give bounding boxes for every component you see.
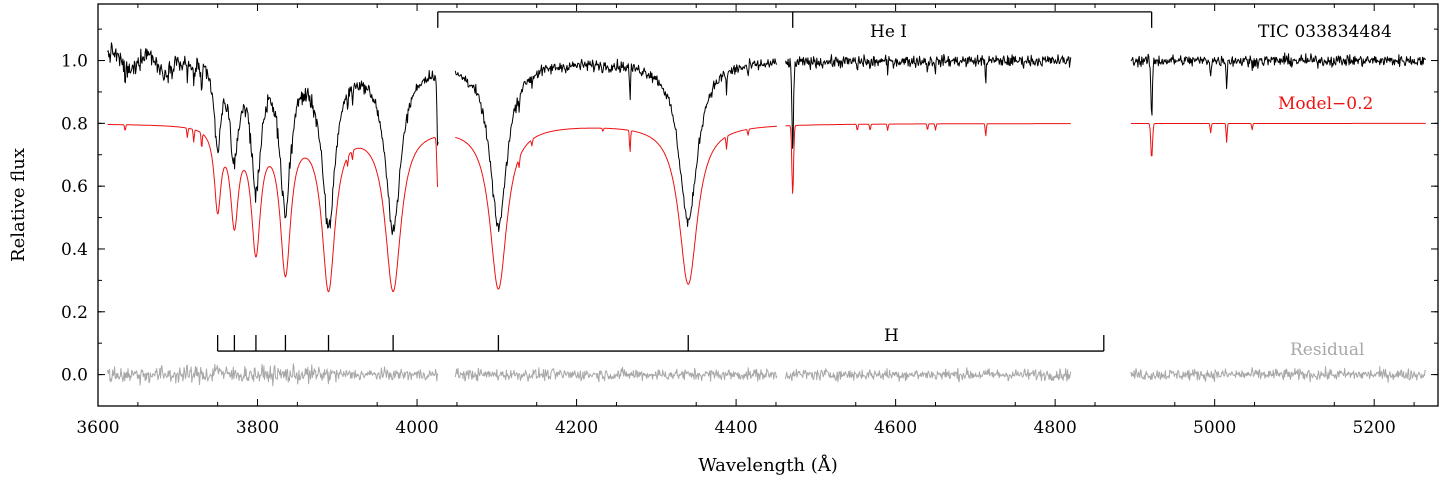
model-label: Model−0.2 xyxy=(1278,94,1373,114)
residual-spectrum-line-group xyxy=(107,363,1427,387)
x-axis-title: Wavelength (Å) xyxy=(698,454,838,476)
model-spectrum-line xyxy=(107,124,439,293)
x-tick-label: 4000 xyxy=(395,418,438,438)
plot-frame xyxy=(97,3,1439,407)
residual-spectrum-line xyxy=(454,366,778,383)
x-tick-label: 3600 xyxy=(76,418,119,438)
y-axis-title: Relative flux xyxy=(8,148,29,262)
x-tick-label: 3800 xyxy=(236,418,279,438)
y-tick-label: 0.8 xyxy=(61,114,88,134)
model-spectrum-line xyxy=(455,125,777,290)
object-spectrum-line xyxy=(1130,52,1427,116)
x-axis: 3600 3800 4000 4200 4400 4600 4800 5000 5200 xyxy=(76,4,1415,438)
x-tick-label: 5200 xyxy=(1353,418,1396,438)
residual-label: Residual xyxy=(1290,340,1364,360)
x-tick-label: 4400 xyxy=(714,418,757,438)
y-tick-label: 0.4 xyxy=(61,240,88,260)
x-tick-label: 5000 xyxy=(1193,418,1236,438)
residual-spectrum-line xyxy=(785,367,1072,383)
y-tick-label: 0.0 xyxy=(61,366,88,386)
x-tick-label: 4200 xyxy=(555,418,598,438)
x-tick-label: 4800 xyxy=(1034,418,1077,438)
residual-spectrum-line xyxy=(1130,366,1427,383)
he-marker-label: He I xyxy=(870,22,907,42)
object-label: TIC 033834484 xyxy=(1258,22,1392,42)
y-tick-label: 0.6 xyxy=(61,177,88,197)
object-spectrum-line-group xyxy=(107,42,1427,235)
model-spectrum-line xyxy=(785,123,1071,194)
series-layer xyxy=(107,42,1427,387)
object-spectrum-line xyxy=(785,53,1072,149)
y-tick-label: 1.0 xyxy=(61,52,88,72)
object-spectrum-line xyxy=(107,42,439,235)
object-spectrum-line xyxy=(454,58,778,232)
line-markers xyxy=(216,11,1153,352)
h-marker-label: H xyxy=(884,326,899,346)
residual-spectrum-line xyxy=(107,363,439,387)
model-spectrum-line xyxy=(1130,122,1426,157)
y-tick-label: 0.2 xyxy=(61,303,88,323)
y-axis: 0.0 0.2 0.4 0.6 0.8 1.0 xyxy=(61,28,1438,407)
x-tick-label: 4600 xyxy=(874,418,917,438)
model-spectrum-line-group xyxy=(107,122,1426,293)
